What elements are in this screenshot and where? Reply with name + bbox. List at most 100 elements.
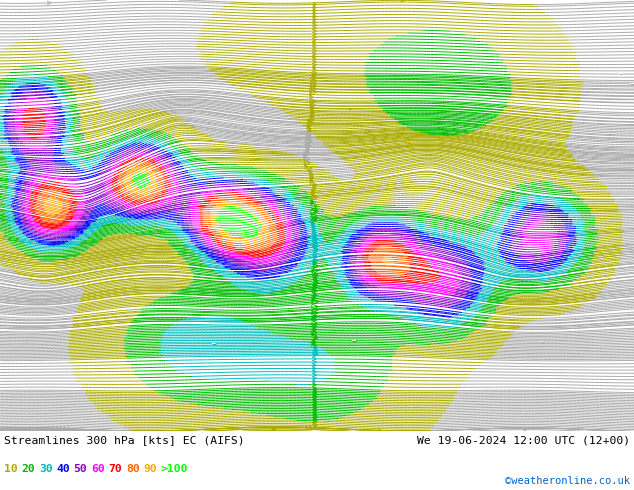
FancyArrowPatch shape xyxy=(313,47,316,50)
FancyArrowPatch shape xyxy=(523,428,526,431)
FancyArrowPatch shape xyxy=(313,55,316,58)
Text: 40: 40 xyxy=(56,464,70,474)
FancyArrowPatch shape xyxy=(306,137,310,141)
FancyArrowPatch shape xyxy=(29,429,32,432)
FancyArrowPatch shape xyxy=(314,249,318,252)
FancyArrowPatch shape xyxy=(313,411,316,414)
FancyArrowPatch shape xyxy=(313,29,316,33)
FancyArrowPatch shape xyxy=(313,357,316,361)
FancyArrowPatch shape xyxy=(313,247,317,251)
FancyArrowPatch shape xyxy=(401,0,404,2)
FancyArrowPatch shape xyxy=(314,279,317,283)
FancyArrowPatch shape xyxy=(56,427,60,431)
FancyArrowPatch shape xyxy=(304,163,307,166)
FancyArrowPatch shape xyxy=(307,161,310,165)
FancyArrowPatch shape xyxy=(314,209,318,212)
FancyArrowPatch shape xyxy=(311,311,315,314)
FancyArrowPatch shape xyxy=(310,208,314,211)
FancyArrowPatch shape xyxy=(309,170,313,173)
FancyArrowPatch shape xyxy=(311,220,314,224)
FancyArrowPatch shape xyxy=(41,428,44,431)
FancyArrowPatch shape xyxy=(48,427,51,431)
FancyArrowPatch shape xyxy=(310,106,313,110)
FancyArrowPatch shape xyxy=(314,305,318,308)
FancyArrowPatch shape xyxy=(313,351,316,354)
FancyArrowPatch shape xyxy=(312,297,315,300)
FancyArrowPatch shape xyxy=(314,349,318,352)
FancyArrowPatch shape xyxy=(309,93,313,96)
FancyArrowPatch shape xyxy=(313,26,316,30)
FancyArrowPatch shape xyxy=(272,429,276,432)
FancyArrowPatch shape xyxy=(313,66,316,69)
FancyArrowPatch shape xyxy=(306,152,309,156)
FancyArrowPatch shape xyxy=(308,136,311,140)
FancyArrowPatch shape xyxy=(313,231,316,234)
FancyArrowPatch shape xyxy=(313,245,316,248)
FancyArrowPatch shape xyxy=(308,119,312,122)
FancyArrowPatch shape xyxy=(313,183,316,186)
Text: 20: 20 xyxy=(22,464,35,474)
FancyArrowPatch shape xyxy=(303,156,306,159)
FancyArrowPatch shape xyxy=(52,427,55,431)
FancyArrowPatch shape xyxy=(314,272,318,276)
FancyArrowPatch shape xyxy=(313,90,316,94)
FancyArrowPatch shape xyxy=(314,276,318,279)
FancyArrowPatch shape xyxy=(306,157,310,161)
FancyArrowPatch shape xyxy=(311,75,314,79)
FancyArrowPatch shape xyxy=(314,424,317,427)
FancyArrowPatch shape xyxy=(311,299,315,302)
FancyArrowPatch shape xyxy=(314,281,318,284)
FancyArrowPatch shape xyxy=(313,283,317,286)
FancyArrowPatch shape xyxy=(313,341,316,344)
FancyArrowPatch shape xyxy=(32,428,36,432)
FancyArrowPatch shape xyxy=(311,323,314,326)
Text: 80: 80 xyxy=(126,464,139,474)
FancyArrowPatch shape xyxy=(312,103,315,107)
FancyArrowPatch shape xyxy=(309,172,312,175)
FancyArrowPatch shape xyxy=(311,340,314,343)
FancyArrowPatch shape xyxy=(68,427,71,431)
FancyArrowPatch shape xyxy=(313,82,316,85)
FancyArrowPatch shape xyxy=(313,370,316,373)
FancyArrowPatch shape xyxy=(313,283,316,286)
Text: 60: 60 xyxy=(91,464,105,474)
FancyArrowPatch shape xyxy=(309,141,312,144)
FancyArrowPatch shape xyxy=(307,145,311,148)
FancyArrowPatch shape xyxy=(309,139,312,143)
Text: 30: 30 xyxy=(39,464,53,474)
FancyArrowPatch shape xyxy=(313,331,316,335)
FancyArrowPatch shape xyxy=(313,335,316,338)
FancyArrowPatch shape xyxy=(272,429,275,432)
FancyArrowPatch shape xyxy=(29,429,32,432)
FancyArrowPatch shape xyxy=(311,78,314,82)
FancyArrowPatch shape xyxy=(313,390,316,393)
FancyArrowPatch shape xyxy=(313,38,316,41)
FancyArrowPatch shape xyxy=(313,3,316,6)
FancyArrowPatch shape xyxy=(313,398,316,401)
FancyArrowPatch shape xyxy=(314,205,318,208)
FancyArrowPatch shape xyxy=(313,35,316,39)
FancyArrowPatch shape xyxy=(313,383,316,386)
FancyArrowPatch shape xyxy=(313,404,316,408)
FancyArrowPatch shape xyxy=(313,256,317,259)
FancyArrowPatch shape xyxy=(313,417,317,421)
FancyArrowPatch shape xyxy=(32,428,36,432)
FancyArrowPatch shape xyxy=(314,196,317,199)
FancyArrowPatch shape xyxy=(311,330,314,333)
FancyArrowPatch shape xyxy=(313,218,317,221)
FancyArrowPatch shape xyxy=(310,84,313,87)
FancyArrowPatch shape xyxy=(315,269,318,272)
FancyArrowPatch shape xyxy=(313,286,316,289)
FancyArrowPatch shape xyxy=(313,376,316,380)
FancyArrowPatch shape xyxy=(310,222,314,226)
FancyArrowPatch shape xyxy=(313,240,316,243)
FancyArrowPatch shape xyxy=(313,391,316,394)
FancyArrowPatch shape xyxy=(313,85,316,88)
FancyArrowPatch shape xyxy=(304,159,307,163)
FancyArrowPatch shape xyxy=(309,98,313,101)
FancyArrowPatch shape xyxy=(306,136,309,139)
FancyArrowPatch shape xyxy=(313,409,316,413)
Text: We 19-06-2024 12:00 UTC (12+00): We 19-06-2024 12:00 UTC (12+00) xyxy=(417,435,630,445)
FancyArrowPatch shape xyxy=(307,125,310,128)
FancyArrowPatch shape xyxy=(60,427,63,430)
